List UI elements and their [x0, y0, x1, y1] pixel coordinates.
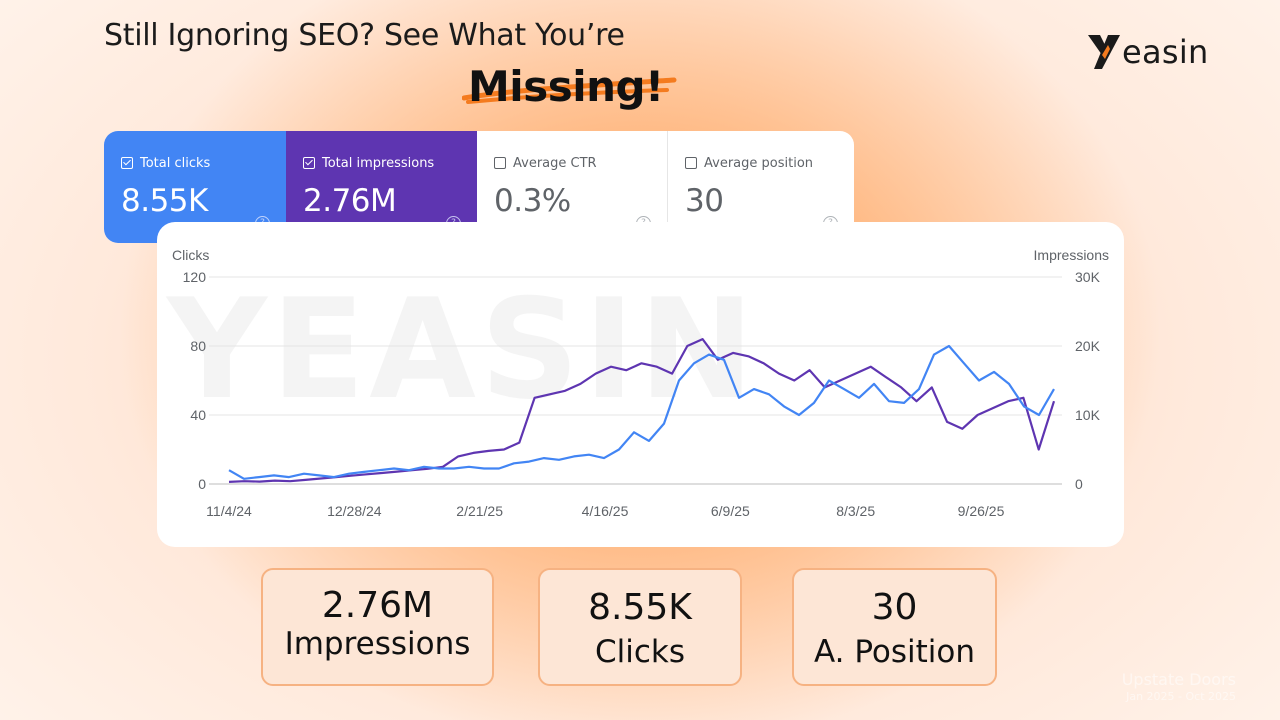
metric-value: 0.3% [494, 183, 571, 219]
right-tick-label: 20K [1075, 338, 1101, 354]
stat-value: 2.76M [321, 585, 434, 626]
stat-card-impressions: 2.76M Impressions [261, 568, 494, 686]
right-tick-label: 30K [1075, 269, 1101, 285]
metric-average-ctr[interactable]: Average CTR 0.3% ? [477, 131, 668, 243]
x-tick-label: 11/4/24 [206, 503, 252, 519]
checkbox-unchecked-icon[interactable] [685, 157, 697, 169]
metric-label: Total clicks [140, 155, 211, 171]
stat-value: 8.55K [588, 587, 692, 628]
x-tick-label: 6/9/25 [711, 503, 750, 519]
left-axis-title: Clicks [172, 247, 209, 263]
watermark-line-1: Upstate Doors [1121, 670, 1236, 689]
headline-line-2: Missing! [468, 62, 664, 111]
left-tick-label: 120 [183, 269, 207, 285]
right-tick-label: 10K [1075, 407, 1101, 423]
logo-mark-icon [1088, 35, 1120, 69]
chart-svg: YEASIN Clicks Impressions 0 0 40 10K 80 20K 120 30… [165, 247, 1109, 519]
metric-value: 30 [685, 183, 724, 219]
impressions-series-line [228, 337, 1056, 483]
metric-label: Average CTR [513, 155, 597, 171]
metric-label: Total impressions [322, 155, 435, 171]
left-tick-label: 40 [190, 407, 206, 423]
stat-card-position: 30 A. Position [792, 568, 997, 686]
stat-value: 30 [871, 587, 918, 628]
x-tick-label: 9/26/25 [958, 503, 1005, 519]
checkbox-checked-icon[interactable] [303, 157, 315, 169]
x-tick-label: 4/16/25 [582, 503, 629, 519]
brand-logo: easin [1088, 30, 1209, 74]
client-watermark: Upstate Doors Jan 2025 - Oct 2025 [1122, 670, 1236, 703]
metric-label: Average position [704, 155, 814, 171]
logo-text: easin [1122, 33, 1209, 71]
x-tick-label: 12/28/24 [327, 503, 382, 519]
stat-card-clicks: 8.55K Clicks [538, 568, 742, 686]
headline-underline-stroke [462, 77, 677, 104]
headline-line-1: Still Ignoring SEO? See What You’re [104, 18, 625, 53]
checkbox-checked-icon[interactable] [121, 157, 133, 169]
stat-label: Impressions [284, 626, 471, 662]
stat-label: Clicks [594, 634, 686, 670]
stat-label: A. Position [813, 634, 976, 670]
left-tick-label: 80 [190, 338, 206, 354]
watermark-line-2: Jan 2025 - Oct 2025 [1126, 690, 1236, 703]
metric-value: 2.76M [303, 183, 397, 219]
x-tick-label: 2/21/25 [456, 503, 503, 519]
metric-value: 8.55K [121, 183, 208, 219]
checkbox-unchecked-icon[interactable] [494, 157, 506, 169]
clicks-series-line [228, 344, 1055, 480]
performance-chart: YEASIN Clicks Impressions 0 0 40 10K 80 20K 120 30… [157, 222, 1124, 547]
x-tick-label: 8/3/25 [836, 503, 875, 519]
chart-watermark: YEASIN [165, 269, 758, 430]
left-tick-label: 0 [198, 476, 206, 492]
right-axis-title: Impressions [1034, 247, 1109, 263]
right-tick-label: 0 [1075, 476, 1083, 492]
